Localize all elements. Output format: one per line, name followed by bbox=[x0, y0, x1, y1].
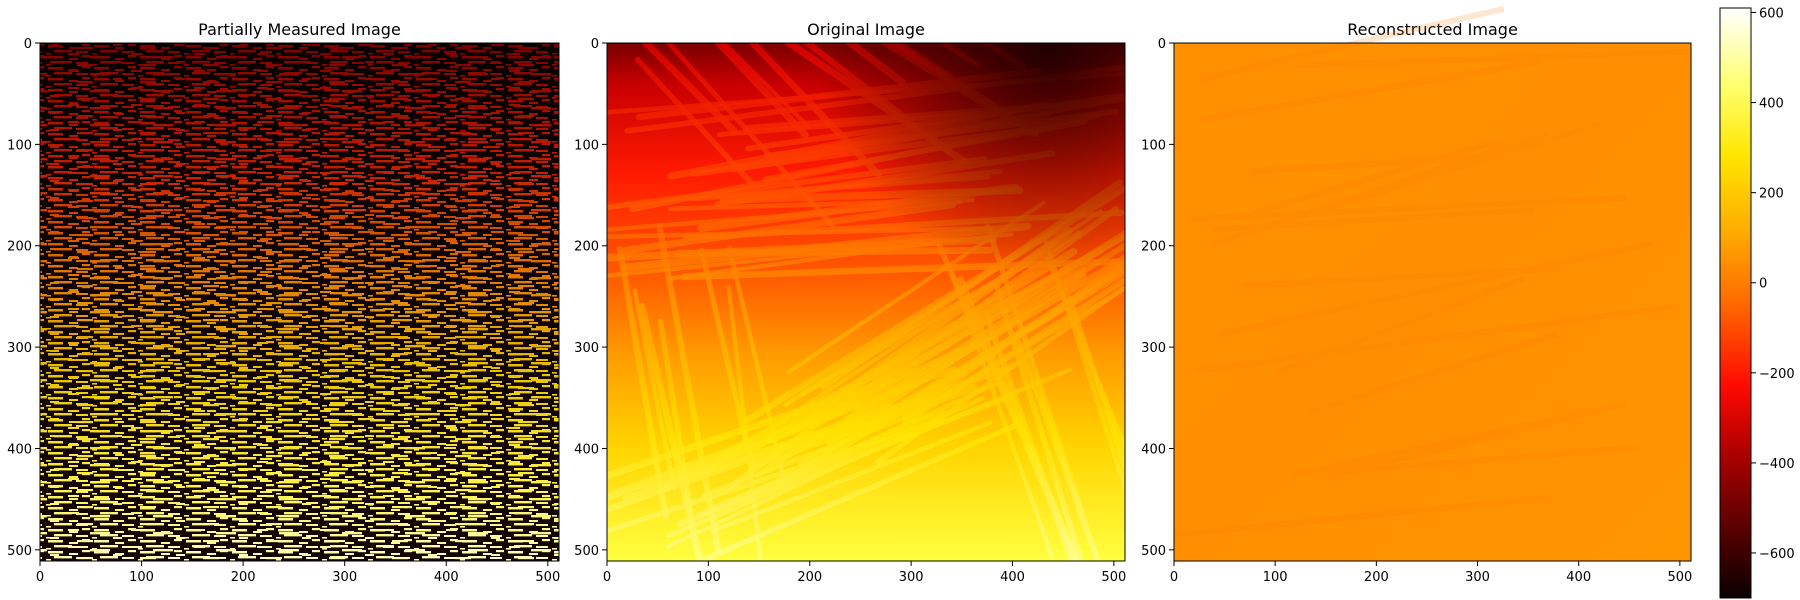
x-tick-label: 500 bbox=[1667, 570, 1692, 585]
x-tick-label: 400 bbox=[1566, 570, 1591, 585]
x-tick-label: 100 bbox=[696, 570, 721, 585]
y-tick-label: 500 bbox=[574, 544, 599, 559]
x-tick-label: 0 bbox=[36, 570, 44, 585]
y-axis: 0 100 200 300 400 500 bbox=[7, 37, 40, 559]
y-tick-label: 500 bbox=[1141, 544, 1166, 559]
y-tick-label: 100 bbox=[574, 138, 599, 153]
y-axis: 0 100 200 300 400 500 bbox=[1141, 37, 1174, 559]
x-tick-label: 500 bbox=[535, 570, 560, 585]
x-tick-label: 400 bbox=[434, 570, 459, 585]
y-tick-label: 300 bbox=[574, 341, 599, 356]
colorbar-tick-label: 600 bbox=[1759, 7, 1784, 22]
y-tick-label: 0 bbox=[591, 37, 599, 52]
y-tick-label: 300 bbox=[7, 341, 32, 356]
x-tick-label: 100 bbox=[1263, 570, 1288, 585]
colorbar-tick-label: 0 bbox=[1759, 277, 1767, 292]
x-axis: 0 100 200 300 400 500 bbox=[36, 561, 560, 585]
x-tick-label: 400 bbox=[1000, 570, 1025, 585]
x-tick-label: 200 bbox=[797, 570, 822, 585]
colorbar-tick-label: 400 bbox=[1759, 97, 1784, 112]
y-tick-label: 500 bbox=[7, 544, 32, 559]
partial-measured-panel: Partially Measured Image 0 100 200 300 400 50… bbox=[7, 20, 560, 585]
x-tick-label: 100 bbox=[129, 570, 154, 585]
x-tick-label: 300 bbox=[1465, 570, 1490, 585]
colorbar-tick-label: −600 bbox=[1759, 547, 1795, 562]
y-tick-label: 400 bbox=[1141, 442, 1166, 457]
x-axis: 0 100 200 300 400 500 bbox=[603, 561, 1126, 585]
y-tick-label: 400 bbox=[7, 442, 32, 457]
original-panel: Original Image 0 100 200 300 400 500 0 100 200 3… bbox=[574, 20, 1126, 585]
colorbar-ticks: 600 400 200 0 −200 −400 −600 bbox=[1751, 7, 1795, 562]
x-tick-label: 200 bbox=[231, 570, 256, 585]
panel-title: Original Image bbox=[807, 20, 925, 39]
axes-frame bbox=[606, 42, 1126, 562]
x-tick-label: 0 bbox=[1170, 570, 1178, 585]
x-tick-label: 500 bbox=[1101, 570, 1126, 585]
x-tick-label: 300 bbox=[332, 570, 357, 585]
y-tick-label: 0 bbox=[1158, 37, 1166, 52]
colorbar-gradient bbox=[1719, 7, 1752, 599]
y-tick-label: 200 bbox=[574, 240, 599, 255]
colorbar: 600 400 200 0 −200 −400 −600 bbox=[1719, 7, 1795, 599]
x-axis: 0 100 200 300 400 500 bbox=[1170, 561, 1692, 585]
y-tick-label: 100 bbox=[1141, 138, 1166, 153]
reconstructed-panel: Reconstructed Image 0 100 200 300 400 500 0 10… bbox=[1141, 5, 1692, 585]
x-tick-label: 200 bbox=[1364, 570, 1389, 585]
partial-measured-heatmap bbox=[40, 43, 559, 561]
y-tick-label: 200 bbox=[1141, 240, 1166, 255]
colorbar-tick-label: −200 bbox=[1759, 367, 1795, 382]
axes-frame bbox=[39, 42, 560, 562]
reconstructed-heatmap bbox=[1173, 5, 1691, 561]
y-tick-label: 0 bbox=[24, 37, 32, 52]
y-axis: 0 100 200 300 400 500 bbox=[574, 37, 607, 559]
x-tick-label: 300 bbox=[899, 570, 924, 585]
x-tick-label: 0 bbox=[603, 570, 611, 585]
axes-frame bbox=[1173, 42, 1692, 562]
y-tick-label: 100 bbox=[7, 138, 32, 153]
colorbar-tick-label: −400 bbox=[1759, 457, 1795, 472]
colorbar-tick-label: 200 bbox=[1759, 187, 1784, 202]
original-heatmap bbox=[607, 43, 1125, 561]
y-tick-label: 400 bbox=[574, 442, 599, 457]
y-tick-label: 300 bbox=[1141, 341, 1166, 356]
y-tick-label: 200 bbox=[7, 240, 32, 255]
panel-title: Reconstructed Image bbox=[1347, 20, 1518, 39]
panel-title: Partially Measured Image bbox=[198, 20, 401, 39]
